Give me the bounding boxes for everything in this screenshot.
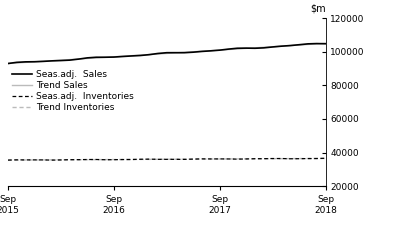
Legend: Seas.adj.  Sales, Trend Sales, Seas.adj.  Inventories, Trend Inventories: Seas.adj. Sales, Trend Sales, Seas.adj. … (12, 70, 134, 113)
Text: $m: $m (310, 3, 326, 13)
